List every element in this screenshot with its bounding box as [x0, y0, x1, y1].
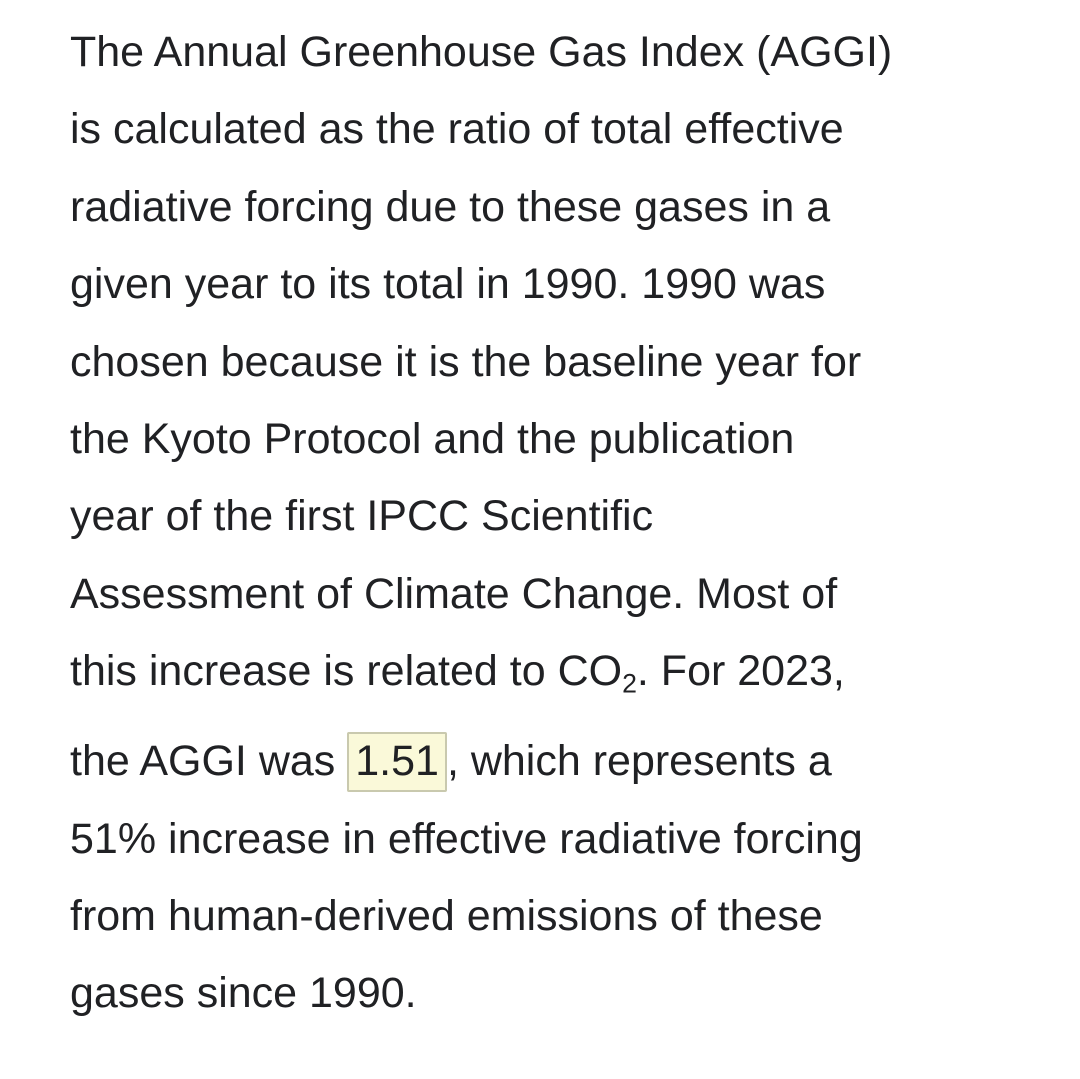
text-segment: , which represents a — [446, 737, 832, 786]
text-line: from human-derived emissions of these — [70, 878, 1050, 955]
co2-subscript: 2 — [622, 668, 637, 699]
text-line: Assessment of Climate Change. Most of — [70, 556, 1050, 633]
text-segment: The Annual Greenhouse Gas Index (AGGI) — [70, 28, 893, 76]
text-line: radiative forcing due to these gases in … — [70, 169, 1050, 246]
text-segment: gases since 1990. — [70, 969, 417, 1018]
text-segment: radiative forcing due to these gases in … — [70, 182, 831, 231]
text-line: year of the first IPCC Scientific — [70, 478, 1050, 555]
text-segment: this increase is related to CO — [70, 647, 623, 696]
text-line: 51% increase in effective radiative forc… — [70, 801, 1050, 878]
text-segment: chosen because it is the baseline year f… — [70, 337, 862, 386]
text-line: chosen because it is the baseline year f… — [70, 324, 1050, 401]
text-segment: . For 2023, — [636, 647, 845, 696]
text-line: the Kyoto Protocol and the publication — [70, 401, 1050, 478]
text-segment: given year to its total in 1990. 1990 wa… — [70, 260, 826, 309]
text-line: The Annual Greenhouse Gas Index (AGGI) — [70, 14, 1050, 91]
aggi-paragraph: The Annual Greenhouse Gas Index (AGGI) is… — [70, 14, 1050, 1033]
answer-highlight: 1.51 — [347, 732, 447, 793]
text-segment: the Kyoto Protocol and the publication — [70, 415, 795, 464]
text-segment: Assessment of Climate Change. Most of — [70, 569, 838, 618]
text-segment: 51% increase in effective radiative forc… — [70, 814, 863, 863]
text-line: gases since 1990. — [70, 955, 1050, 1032]
text-line: is calculated as the ratio of total effe… — [70, 91, 1050, 168]
text-segment: year of the first IPCC Scientific — [70, 492, 654, 541]
text-segment: from human-derived emissions of these — [70, 891, 823, 940]
text-line: the AGGI was 1.51, which represents a — [70, 723, 1050, 800]
text-line: given year to its total in 1990. 1990 wa… — [70, 246, 1050, 323]
text-segment: the AGGI was — [70, 737, 348, 786]
text-line: this increase is related to CO2. For 202… — [70, 633, 1050, 723]
text-segment: is calculated as the ratio of total effe… — [70, 105, 844, 154]
